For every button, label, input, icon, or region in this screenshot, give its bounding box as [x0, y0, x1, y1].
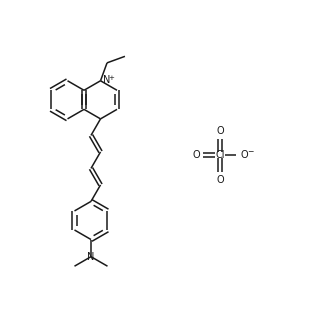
Text: Cl: Cl — [215, 150, 225, 160]
Text: O: O — [216, 175, 224, 185]
Text: +: + — [109, 75, 115, 81]
Text: N: N — [87, 252, 95, 262]
Text: −: − — [247, 148, 253, 156]
Text: N: N — [103, 75, 111, 85]
Text: O: O — [216, 126, 224, 136]
Text: O: O — [240, 150, 248, 160]
Text: O: O — [192, 150, 200, 160]
